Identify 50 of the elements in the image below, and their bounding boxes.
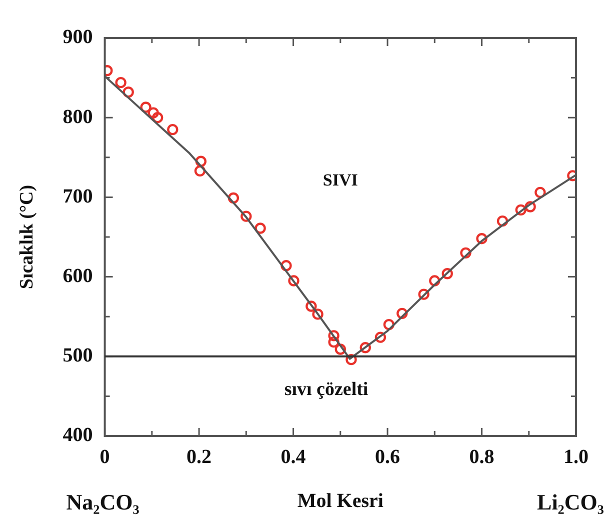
point (152, 112, 164, 124)
x-axis-title: Mol Kesri (297, 490, 384, 512)
point (306, 300, 317, 312)
point (167, 124, 178, 136)
point (115, 76, 126, 88)
point (442, 268, 453, 280)
point (328, 336, 340, 348)
point (312, 308, 324, 320)
point (429, 275, 440, 286)
point (476, 232, 488, 244)
x-tick-label: 0.6 (375, 446, 400, 468)
point (195, 156, 207, 167)
y-tick-label: 600 (62, 264, 93, 287)
point (148, 107, 159, 118)
x-tick-label: 0 (100, 446, 110, 468)
point (334, 344, 346, 355)
annotation: sıvı çözelti (284, 379, 368, 400)
point (240, 210, 252, 222)
y-tick-label: 500 (62, 344, 93, 367)
point (418, 288, 430, 300)
y-tick-label: 400 (62, 424, 93, 446)
point (194, 165, 206, 177)
point (228, 192, 240, 204)
annotation: SIVI (322, 170, 358, 190)
y-axis-title: Sıcaklık (°C) (16, 184, 38, 290)
point (346, 354, 357, 366)
y-tick-label: 800 (62, 106, 93, 128)
point (396, 308, 408, 320)
x-tick-label: 0.8 (469, 446, 494, 468)
point (534, 186, 546, 198)
point (122, 86, 134, 98)
point (254, 222, 266, 234)
text: Na₂CO₃ (66, 490, 140, 515)
point (280, 260, 292, 272)
point (496, 215, 508, 227)
x-tick-label: 0.2 (186, 446, 212, 468)
text: Li₂CO₃ (537, 490, 604, 515)
point (140, 102, 152, 113)
point (383, 318, 395, 330)
point (360, 342, 371, 354)
point (288, 275, 300, 286)
point (328, 330, 340, 342)
x-tick-label: 1.0 (564, 446, 588, 468)
point (374, 332, 386, 343)
y-tick-label: 700 (62, 185, 93, 208)
point (460, 247, 472, 259)
y-tick-label: 900 (62, 26, 93, 48)
point (515, 204, 526, 216)
x-tick-label: 0.4 (280, 446, 306, 468)
point (524, 201, 536, 212)
